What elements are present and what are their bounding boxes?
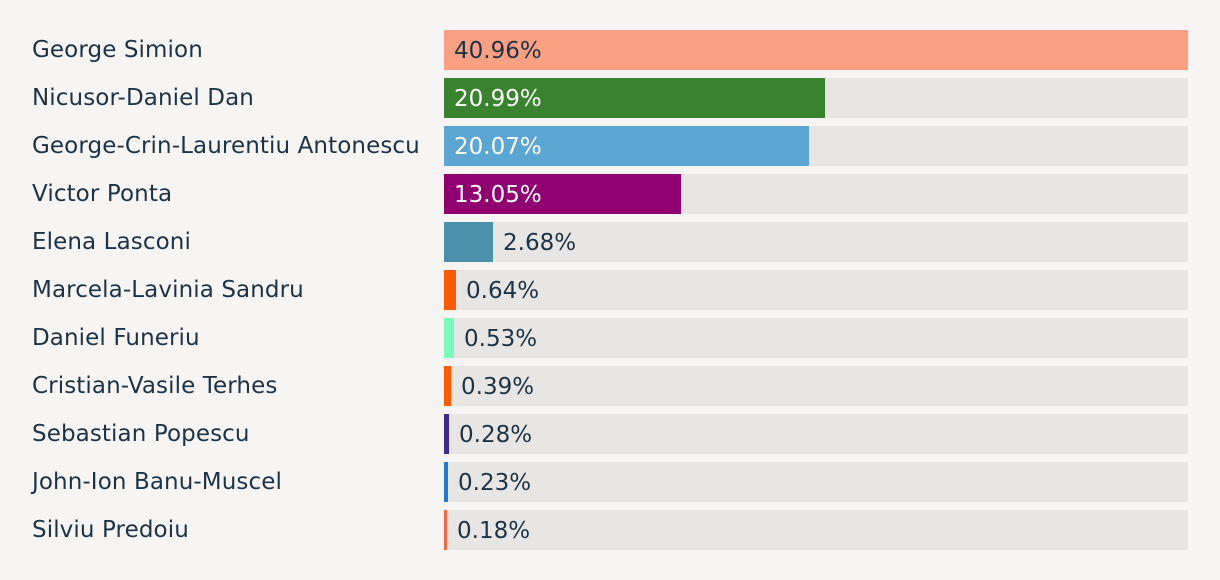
- category-label: John-Ion Banu-Muscel: [32, 469, 282, 495]
- bar: [444, 318, 454, 358]
- category-label: Victor Ponta: [32, 181, 173, 207]
- bar-row: Marcela-Lavinia Sandru 0.64%: [0, 270, 1220, 310]
- bar-track: 0.18%: [444, 510, 1188, 550]
- bar-row: Sebastian Popescu 0.28%: [0, 414, 1220, 454]
- bar: [444, 126, 809, 166]
- data-label: 0.28%: [459, 422, 533, 448]
- bar: [444, 270, 456, 310]
- category-label: Elena Lasconi: [32, 229, 191, 255]
- bar-track: 0.64%: [444, 270, 1188, 310]
- bar-row: George-Crin-Laurentiu Antonescu 20.07%: [0, 126, 1220, 166]
- bar-track: 0.23%: [444, 462, 1188, 502]
- data-label: 0.18%: [457, 518, 531, 544]
- category-label: Marcela-Lavinia Sandru: [32, 277, 304, 303]
- bar-track: 40.96%: [444, 30, 1188, 70]
- bar-row: Daniel Funeriu 0.53%: [0, 318, 1220, 358]
- bar-row: Cristian-Vasile Terhes 0.39%: [0, 366, 1220, 406]
- data-label: 0.64%: [466, 278, 540, 304]
- bar-row: Silviu Predoiu 0.18%: [0, 510, 1220, 550]
- bar: [444, 222, 493, 262]
- bar-row: George Simion 40.96%: [0, 30, 1220, 70]
- bar: [444, 462, 448, 502]
- category-label: Daniel Funeriu: [32, 325, 200, 351]
- bar-row: John-Ion Banu-Muscel 0.23%: [0, 462, 1220, 502]
- category-label: George Simion: [32, 37, 203, 63]
- bar: [444, 78, 825, 118]
- bar-track: 20.07%: [444, 126, 1188, 166]
- data-label: 20.99%: [454, 86, 542, 112]
- data-label: 2.68%: [503, 230, 577, 256]
- data-label: 0.53%: [464, 326, 538, 352]
- bar-row: Victor Ponta 13.05%: [0, 174, 1220, 214]
- bar: [444, 414, 449, 454]
- bar-track: 0.39%: [444, 366, 1188, 406]
- bar: [444, 174, 681, 214]
- bar-track: 20.99%: [444, 78, 1188, 118]
- category-label: Cristian-Vasile Terhes: [32, 373, 278, 399]
- data-label: 40.96%: [454, 38, 542, 64]
- data-label: 0.23%: [458, 470, 532, 496]
- bar: [444, 366, 451, 406]
- data-label: 0.39%: [461, 374, 535, 400]
- bar-row: Nicusor-Daniel Dan 20.99%: [0, 78, 1220, 118]
- category-label: Sebastian Popescu: [32, 421, 250, 447]
- bar-track: 2.68%: [444, 222, 1188, 262]
- data-label: 13.05%: [454, 182, 542, 208]
- category-label: George-Crin-Laurentiu Antonescu: [32, 133, 420, 159]
- bar-row: Elena Lasconi 2.68%: [0, 222, 1220, 262]
- category-label: Nicusor-Daniel Dan: [32, 85, 254, 111]
- bar-track: 0.53%: [444, 318, 1188, 358]
- bar-track: 13.05%: [444, 174, 1188, 214]
- data-label: 20.07%: [454, 134, 542, 160]
- bar: [444, 510, 447, 550]
- bar: [444, 30, 1188, 70]
- category-label: Silviu Predoiu: [32, 517, 189, 543]
- bar-track: 0.28%: [444, 414, 1188, 454]
